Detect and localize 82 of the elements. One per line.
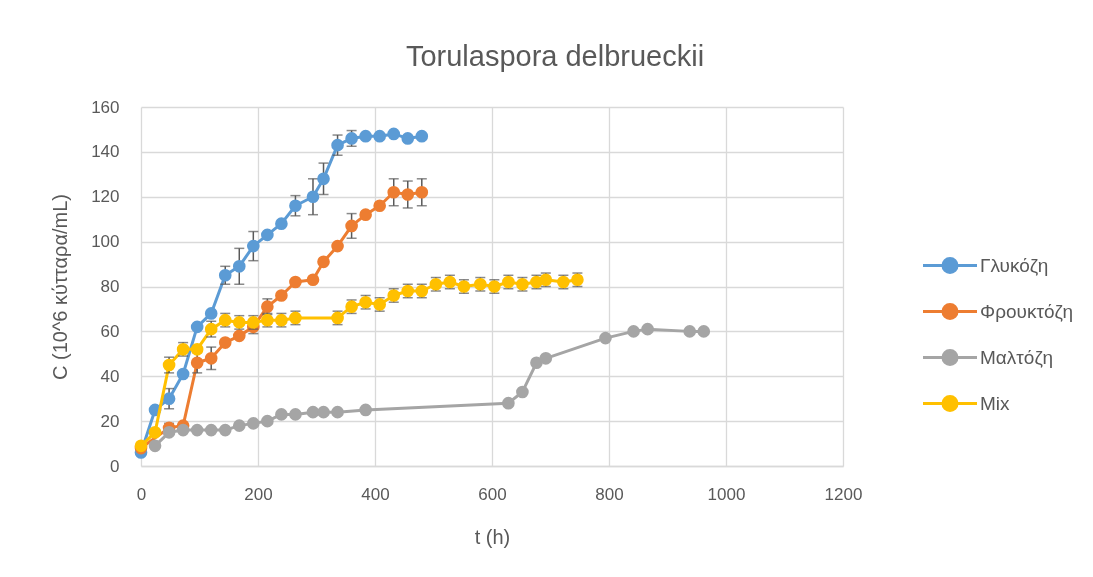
point (204, 423, 218, 437)
point (246, 239, 260, 253)
point (218, 336, 232, 349)
y-tick-label: 80 (100, 277, 120, 296)
point (176, 367, 190, 381)
point (317, 172, 330, 186)
point (317, 405, 330, 419)
point (176, 423, 190, 437)
point (232, 419, 246, 432)
point (516, 385, 529, 399)
point (345, 219, 358, 233)
point (387, 127, 401, 141)
point (331, 138, 344, 152)
point (162, 426, 176, 439)
y-tick-label: 140 (91, 142, 120, 162)
point (261, 228, 274, 242)
x-tick-label: 1200 (824, 484, 863, 504)
point (275, 408, 288, 421)
point (204, 351, 218, 365)
point (627, 325, 640, 338)
point (190, 356, 204, 370)
y-tick-label: 160 (91, 97, 120, 117)
y-tick-label: 0 (110, 456, 120, 476)
point (232, 329, 246, 343)
point (190, 423, 204, 437)
point (359, 208, 372, 222)
point (373, 199, 386, 213)
point (289, 408, 302, 421)
point (415, 185, 429, 199)
x-tick-label: 800 (595, 484, 624, 504)
point (530, 356, 543, 370)
point (387, 185, 401, 199)
point (415, 129, 429, 143)
point (306, 273, 320, 287)
point (190, 320, 204, 334)
legend-label: Mix (980, 392, 1011, 414)
point (218, 423, 232, 437)
y-tick-label: 20 (100, 411, 120, 431)
x-tick-label: 200 (244, 484, 273, 504)
y-tick-label: 40 (100, 366, 120, 386)
point (683, 325, 697, 338)
point (697, 325, 711, 338)
chart-title: Torulaspora delbrueckii (405, 40, 705, 72)
point (317, 255, 330, 269)
point (641, 322, 654, 336)
x-tick-label: 1000 (707, 484, 746, 504)
y-tick-label: 120 (91, 187, 120, 207)
point (275, 217, 288, 230)
point (246, 417, 260, 430)
legend-label: Φρουκτόζη (980, 300, 1074, 322)
point (359, 129, 372, 143)
x-tick-label: 600 (478, 484, 507, 504)
point (204, 307, 218, 320)
x-tick-label: 400 (361, 484, 390, 504)
point (331, 239, 344, 253)
x-axis-title: t (h) (474, 525, 511, 548)
point (599, 331, 612, 345)
point (539, 351, 553, 365)
point (359, 403, 372, 417)
legend-label: Γλυκόζη (980, 254, 1049, 276)
point (289, 275, 302, 289)
point (218, 268, 232, 282)
point (148, 426, 162, 439)
legend-label: Μαλτόζη (980, 346, 1053, 368)
point (162, 392, 176, 405)
point (261, 414, 274, 428)
point (190, 343, 204, 356)
point (306, 405, 320, 419)
point (275, 289, 288, 302)
y-axis-title: C (10^6 κύτταρα/mL) (49, 194, 72, 380)
point (401, 132, 415, 145)
point (331, 405, 344, 419)
y-tick-label: 60 (100, 321, 120, 341)
x-tick-label: 0 (136, 484, 147, 504)
point (306, 190, 320, 204)
point (232, 259, 246, 273)
point (502, 396, 515, 410)
point (289, 199, 302, 213)
y-tick-label: 100 (91, 232, 120, 252)
point (373, 129, 386, 143)
point (401, 188, 415, 201)
point (148, 439, 162, 453)
